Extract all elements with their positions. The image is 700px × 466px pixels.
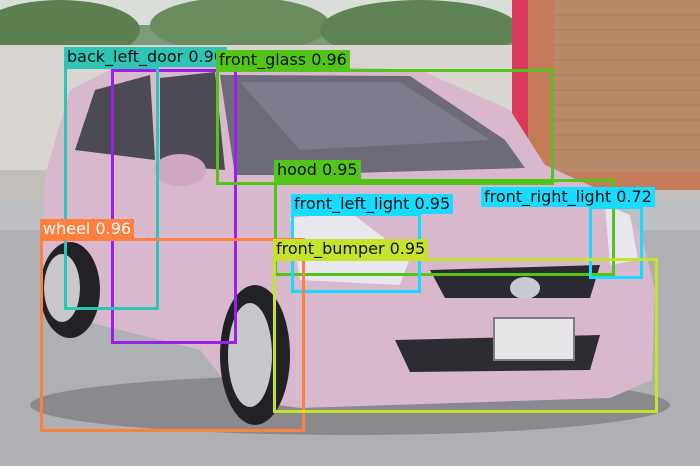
detection-box-front-right-light: front_right_light 0.72: [481, 187, 655, 279]
shutter-slats: [554, 14, 700, 151]
detection-label: front_bumper 0.95: [273, 239, 429, 259]
detection-box-back-left-window: [111, 69, 237, 344]
tree-foliage: [0, 0, 140, 60]
roller-shutter: [554, 0, 700, 172]
license-plate: [493, 317, 575, 361]
side-window-rear: [75, 75, 155, 160]
detection-box-front-glass: front_glass 0.96: [216, 50, 554, 185]
rear-wheel-rim: [44, 254, 80, 322]
side-window-front: [160, 72, 225, 170]
detection-box-hood: hood 0.95: [274, 160, 615, 276]
tree-foliage: [150, 0, 330, 53]
detection-box-back-left-door: back_left_door 0.96: [64, 47, 227, 310]
brand-emblem: [510, 277, 540, 299]
side-mirror: [154, 154, 206, 186]
detection-box-wheel: wheel 0.96: [40, 219, 305, 432]
windshield-reflection: [240, 82, 490, 150]
detection-label: front_glass 0.96: [216, 50, 350, 70]
front-wheel-rim: [228, 303, 272, 407]
detection-label: wheel 0.96: [40, 219, 135, 239]
detection-label: hood 0.95: [274, 160, 361, 180]
detection-label: back_left_door 0.96: [64, 47, 227, 67]
detection-label: front_left_light 0.95: [291, 194, 454, 214]
detection-box-front-bumper: front_bumper 0.95: [273, 239, 658, 413]
detection-label: front_right_light 0.72: [481, 187, 655, 207]
